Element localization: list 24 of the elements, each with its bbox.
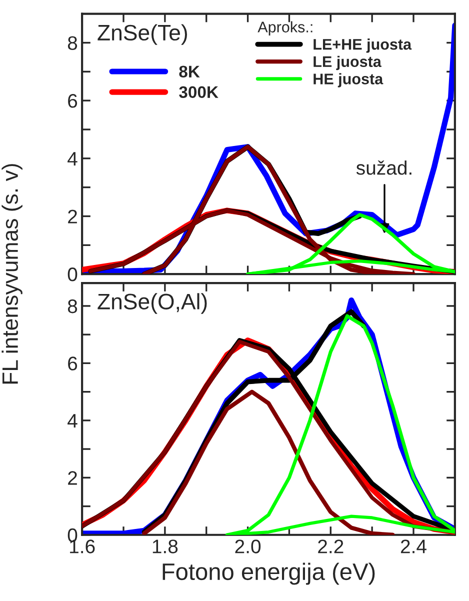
legend-label: LE juosta (314, 56, 382, 70)
x-tick-label: 2.4 (400, 540, 426, 554)
y-tick-label: 4 (68, 414, 78, 428)
chart-title: ZnSe(Te) (98, 24, 187, 45)
legend-title: Aproks.: (258, 21, 312, 36)
y-tick-label: 2 (68, 471, 77, 485)
legend-label: 8K (179, 66, 200, 78)
y-tick-label: 8 (68, 36, 78, 50)
y-tick-label: 6 (68, 356, 78, 370)
x-axis-title: Fotono energija (eV) (162, 562, 375, 585)
chart-title: ZnSe(O,Al) (98, 293, 207, 314)
annotation: sužad. (356, 160, 412, 175)
legend-label: HE juosta (314, 73, 384, 88)
y-tick-label: 4 (68, 152, 78, 166)
legend-label: LE+HE juosta (314, 38, 412, 53)
y-tick-label: 6 (68, 94, 78, 108)
y-axis-title: FL intensyvumas (s. v) (2, 164, 22, 384)
x-tick-label: 2.0 (235, 540, 261, 554)
y-tick-label: 2 (68, 210, 77, 224)
y-tick-label: 8 (68, 299, 78, 314)
x-tick-label: 1.8 (152, 540, 178, 554)
legend-label: 300K (179, 86, 218, 98)
y-tick-label: 0 (68, 268, 78, 282)
x-tick-label: 2.2 (318, 540, 344, 554)
